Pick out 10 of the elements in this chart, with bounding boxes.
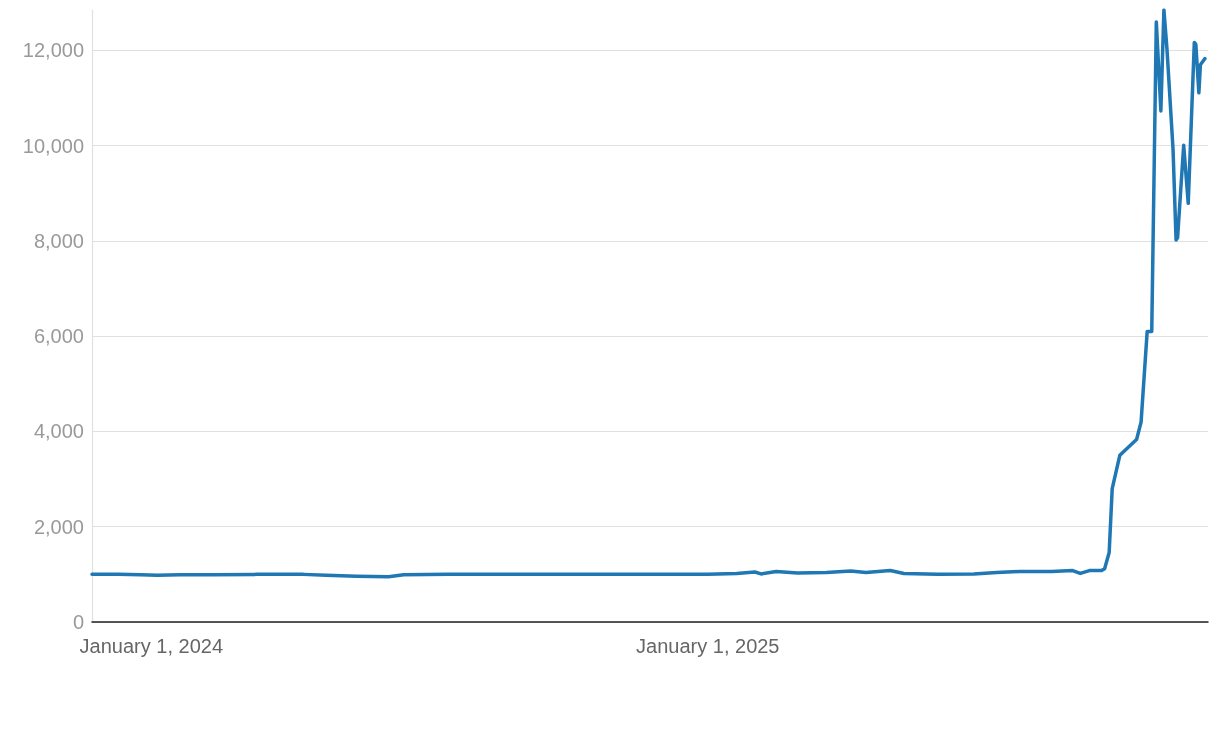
y-tick-label: 4,000 — [33, 420, 84, 443]
x-tick-label: January 1, 2024 — [79, 635, 224, 657]
y-tick-label: 10,000 — [22, 134, 84, 157]
y-tick-label: 2,000 — [33, 515, 84, 538]
x-tick-label: January 1, 2025 — [636, 635, 780, 657]
line-series — [90, 8, 1207, 579]
y-tick-label: 0 — [72, 611, 84, 633]
y-tick-label: 8,000 — [33, 229, 84, 252]
y-tick-label: 12,000 — [22, 39, 84, 62]
y-tick-label: 6,000 — [33, 325, 84, 348]
